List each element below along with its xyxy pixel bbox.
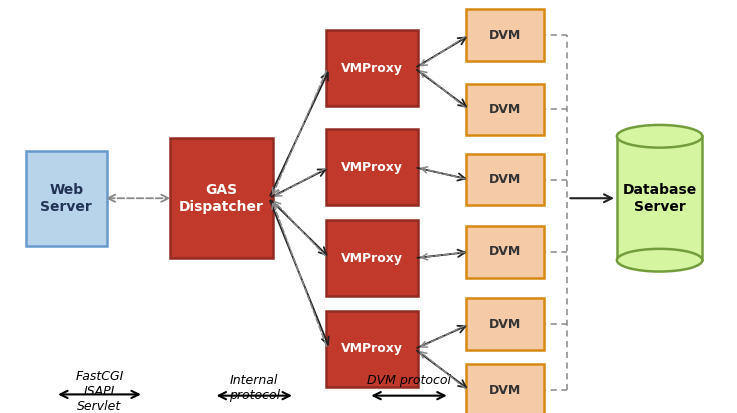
FancyBboxPatch shape (326, 311, 419, 387)
FancyBboxPatch shape (466, 298, 543, 350)
Text: VMProxy: VMProxy (341, 62, 403, 75)
Text: DVM: DVM (489, 318, 521, 331)
FancyBboxPatch shape (170, 138, 273, 258)
FancyBboxPatch shape (466, 365, 543, 413)
Text: VMProxy: VMProxy (341, 252, 403, 265)
Text: DVM protocol: DVM protocol (367, 374, 451, 387)
Text: DVM: DVM (489, 28, 521, 42)
FancyBboxPatch shape (466, 9, 543, 61)
Text: GAS
Dispatcher: GAS Dispatcher (178, 183, 264, 214)
Text: Web
Server: Web Server (41, 183, 92, 214)
Ellipse shape (617, 249, 702, 272)
Bar (617, 136, 702, 260)
FancyBboxPatch shape (466, 226, 543, 278)
FancyBboxPatch shape (326, 129, 419, 206)
Text: DVM: DVM (489, 103, 521, 116)
FancyBboxPatch shape (466, 154, 543, 206)
Text: Database
Server: Database Server (623, 183, 696, 214)
Text: VMProxy: VMProxy (341, 342, 403, 356)
FancyBboxPatch shape (26, 151, 107, 246)
FancyBboxPatch shape (326, 30, 419, 107)
Text: FastCGI
ISAPI
Servlet: FastCGI ISAPI Servlet (75, 370, 124, 413)
Text: DVM: DVM (489, 173, 521, 186)
FancyBboxPatch shape (326, 220, 419, 297)
Ellipse shape (617, 125, 702, 147)
Text: DVM: DVM (489, 384, 521, 397)
Text: DVM: DVM (489, 245, 521, 259)
Text: VMProxy: VMProxy (341, 161, 403, 174)
Text: Internal
protocol: Internal protocol (228, 374, 280, 402)
FancyBboxPatch shape (466, 83, 543, 135)
